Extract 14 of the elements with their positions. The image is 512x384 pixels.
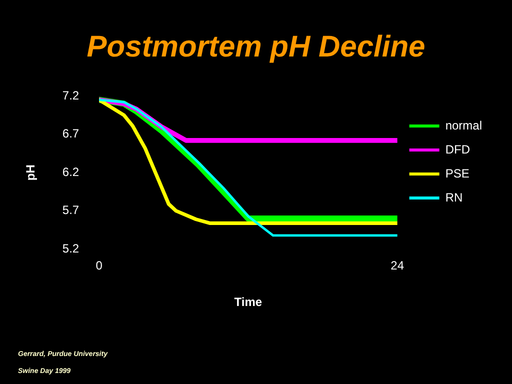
x-tick-label: 24 <box>390 258 404 273</box>
y-tick-label: 6.2 <box>62 164 80 179</box>
legend-label: RN <box>445 190 463 204</box>
x-axis-title: Time <box>234 295 262 310</box>
chart-title: Postmortem pH Decline <box>86 30 426 64</box>
legend-label: normal <box>445 118 482 132</box>
legend-label: PSE <box>445 166 470 180</box>
y-tick-label: 7.2 <box>62 88 80 102</box>
y-tick-label: 5.7 <box>62 203 80 218</box>
legend-label: DFD <box>445 142 470 156</box>
x-tick-label: 0 <box>96 258 103 273</box>
y-tick-label: 6.7 <box>62 126 80 141</box>
y-axis-title: pH <box>24 164 38 181</box>
y-tick-label: 5.2 <box>62 242 80 256</box>
